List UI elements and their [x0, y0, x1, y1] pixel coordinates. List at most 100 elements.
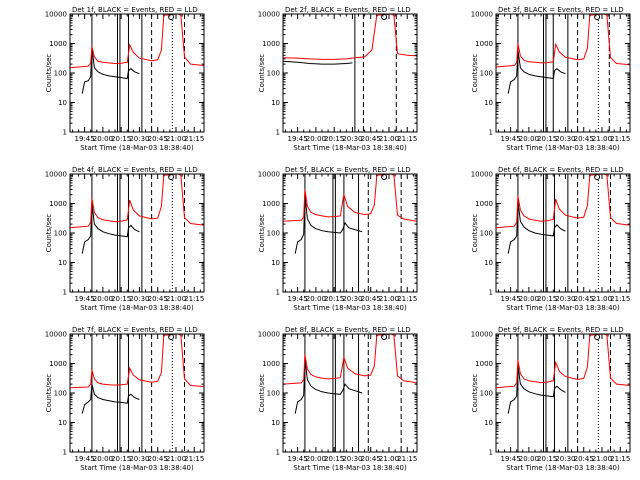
- x-tick-label: 20:30: [555, 135, 575, 143]
- x-tick-label: 20:45: [361, 295, 381, 303]
- y-axis-label: Counts/sec: [258, 214, 266, 253]
- y-tick-label: 100: [480, 70, 493, 78]
- x-tick-label: 21:00: [166, 135, 186, 143]
- axes-frame: [282, 13, 418, 133]
- x-axis-label: Start Time (18-Mar-03 18:38:40): [293, 464, 407, 472]
- x-tick-label: 20:15: [111, 295, 131, 303]
- y-tick-label: 1: [63, 289, 67, 297]
- y-tick-label: 1: [63, 129, 67, 137]
- y-tick-label: 100: [54, 70, 67, 78]
- x-axis-label: Start Time (18-Mar-03 18:38:40): [80, 144, 194, 152]
- y-tick-label: 10000: [45, 171, 67, 179]
- x-tick-label: 20:30: [342, 455, 362, 463]
- y-tick-label: 10000: [471, 331, 493, 339]
- x-tick-label: 21:00: [379, 135, 399, 143]
- series-lld-line: [70, 334, 204, 389]
- x-tick-label: 19:45: [501, 455, 521, 463]
- x-tick-label: 19:45: [75, 455, 95, 463]
- x-tick-label: 20:15: [537, 135, 557, 143]
- y-tick-label: 1000: [475, 360, 493, 368]
- x-tick-label: 20:00: [93, 455, 113, 463]
- plot-area: [70, 334, 204, 452]
- y-tick-label: 10: [271, 99, 280, 107]
- y-tick-label: 10000: [258, 171, 280, 179]
- y-tick-label: 1: [63, 449, 67, 457]
- y-tick-label: 10: [58, 99, 67, 107]
- y-tick-label: 1: [276, 449, 280, 457]
- series-lld-line: [496, 14, 630, 68]
- x-tick-label: 20:00: [306, 455, 326, 463]
- plot-area: [70, 14, 204, 132]
- x-tick-label: 21:15: [397, 135, 417, 143]
- marker-circle: [594, 334, 601, 340]
- x-axis-label: Start Time (18-Mar-03 18:38:40): [80, 464, 194, 472]
- x-axis-label: Start Time (18-Mar-03 18:38:40): [506, 144, 620, 152]
- plot-area: [283, 174, 417, 292]
- y-tick-label: 1000: [475, 200, 493, 208]
- y-tick-label: 10: [58, 419, 67, 427]
- x-tick-label: 20:15: [324, 295, 344, 303]
- x-tick-label: 20:00: [306, 295, 326, 303]
- y-tick-label: 10: [484, 419, 493, 427]
- chart-panel-1: Det 1f, BLACK = Events, RED = LLD 1 10 100 1…: [45, 6, 205, 152]
- y-tick-label: 10: [484, 259, 493, 267]
- x-tick-label: 21:15: [610, 135, 630, 143]
- plot-area: [70, 174, 204, 292]
- x-tick-label: 21:15: [184, 295, 204, 303]
- x-tick-label: 20:15: [324, 135, 344, 143]
- x-tick-label: 21:00: [592, 135, 612, 143]
- x-tick-label: 19:45: [501, 135, 521, 143]
- series-events-line: [507, 201, 566, 254]
- marker-circle: [168, 14, 175, 20]
- x-tick-label: 21:00: [379, 455, 399, 463]
- x-tick-label: 21:00: [379, 295, 399, 303]
- y-axis-label: Counts/sec: [471, 374, 479, 413]
- axes-frame: [495, 173, 631, 293]
- x-tick-label: 20:30: [342, 135, 362, 143]
- y-axis-label: Counts/sec: [258, 54, 266, 93]
- y-tick-label: 10000: [258, 331, 280, 339]
- y-tick-label: 1: [276, 129, 280, 137]
- x-axis-label: Start Time (18-Mar-03 18:38:40): [80, 304, 194, 312]
- y-tick-label: 1: [489, 289, 493, 297]
- y-tick-label: 100: [54, 390, 67, 398]
- x-axis-label: Start Time (18-Mar-03 18:38:40): [293, 304, 407, 312]
- chart-title: Det 1f, BLACK = Events, RED = LLD: [72, 6, 198, 14]
- x-tick-label: 19:45: [501, 295, 521, 303]
- axes-frame: [282, 333, 418, 453]
- x-tick-label: 20:45: [574, 295, 594, 303]
- series-events-line: [294, 358, 363, 414]
- series-lld-line: [283, 14, 417, 60]
- x-tick-label: 19:45: [75, 295, 95, 303]
- series-lld-line: [70, 174, 204, 229]
- y-tick-label: 1000: [262, 360, 280, 368]
- series-lld-line: [496, 174, 630, 229]
- y-axis-label: Counts/sec: [45, 214, 53, 253]
- x-tick-label: 21:15: [610, 295, 630, 303]
- x-tick-label: 20:45: [148, 135, 168, 143]
- y-tick-label: 10: [484, 99, 493, 107]
- chart-title: Det 6f, BLACK = Events, RED = LLD: [498, 166, 624, 174]
- axes-frame: [282, 173, 418, 293]
- x-tick-label: 20:30: [129, 135, 149, 143]
- y-tick-label: 100: [54, 230, 67, 238]
- chart-panel-8: Det 8f, BLACK = Events, RED = LLD 1 10 100 1…: [258, 326, 418, 472]
- x-tick-label: 20:45: [148, 455, 168, 463]
- series-events-line: [294, 194, 363, 254]
- chart-panel-2: Det 2f, BLACK = Events, RED = LLD 1 10 100 1…: [258, 6, 418, 152]
- x-tick-label: 20:00: [93, 295, 113, 303]
- y-tick-label: 100: [480, 230, 493, 238]
- x-tick-label: 21:00: [592, 455, 612, 463]
- plot-area: [496, 14, 630, 132]
- series-events-line: [507, 49, 566, 94]
- y-tick-label: 10000: [471, 11, 493, 19]
- x-tick-label: 21:15: [610, 455, 630, 463]
- y-tick-label: 10000: [471, 171, 493, 179]
- y-tick-label: 1: [489, 449, 493, 457]
- y-tick-label: 1000: [262, 40, 280, 48]
- x-tick-label: 21:15: [397, 455, 417, 463]
- x-tick-label: 19:45: [75, 135, 95, 143]
- axes-frame: [69, 333, 205, 453]
- y-tick-label: 10000: [258, 11, 280, 19]
